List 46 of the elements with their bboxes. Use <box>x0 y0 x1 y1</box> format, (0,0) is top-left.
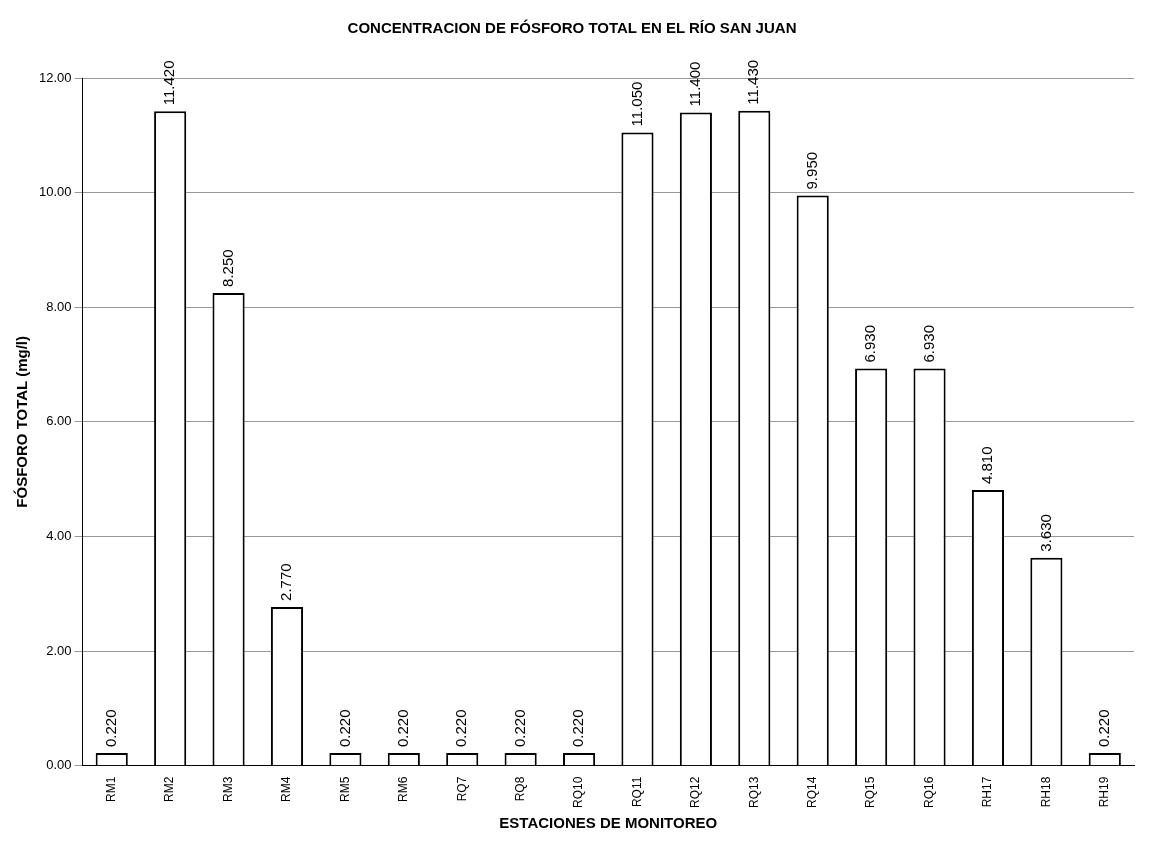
x-tick-label: RQ14 <box>805 776 820 809</box>
data-label: 0.220 <box>335 709 353 748</box>
data-label: 8.250 <box>218 249 236 287</box>
x-tick-label: RQ16 <box>921 776 936 809</box>
data-label: 11.430 <box>744 59 762 105</box>
data-label: 11.400 <box>686 61 704 107</box>
chart-title: CONCENTRACION DE FÓSFORO TOTAL EN EL RÍO SAN JUAN <box>347 19 797 37</box>
x-tick-label: RM4 <box>279 776 294 802</box>
x-axis-title: ESTACIONES DE MONITOREO <box>499 814 718 832</box>
y-tick-label: 8.00 <box>46 298 72 314</box>
x-tick-label: RM1 <box>104 776 119 802</box>
data-label: 0.220 <box>569 709 587 748</box>
y-tick-label: 12.00 <box>38 69 72 85</box>
data-label: 0.220 <box>101 709 119 748</box>
x-tick-label: RH17 <box>980 776 995 808</box>
x-tick-label: RQ11 <box>629 776 644 808</box>
data-label: 0.220 <box>510 709 528 748</box>
y-tick-label: 0.00 <box>46 757 72 773</box>
data-label: 4.810 <box>978 446 996 485</box>
x-tick-label: RQ10 <box>571 776 586 809</box>
y-tick-label: 2.00 <box>46 642 72 658</box>
data-label: 6.930 <box>919 324 937 363</box>
x-tick-label: RH18 <box>1038 776 1053 808</box>
y-tick-label: 6.00 <box>46 413 72 429</box>
x-tick-label: RM2 <box>162 776 177 802</box>
x-tick-label: RQ7 <box>454 776 469 802</box>
x-tick-label: RQ15 <box>863 776 878 809</box>
data-label: 3.630 <box>1036 514 1054 552</box>
x-tick-label: RQ8 <box>512 776 527 802</box>
data-label: 11.420 <box>160 60 178 106</box>
data-label: 0.220 <box>1094 709 1112 748</box>
y-axis-title: FÓSFORO TOTAL (mg/l) <box>13 335 31 508</box>
data-label: 6.930 <box>861 324 879 363</box>
x-tick-label: RQ13 <box>746 776 761 809</box>
data-label: 0.220 <box>393 709 411 748</box>
y-tick-label: 10.00 <box>38 184 72 200</box>
data-label: 0.220 <box>452 709 470 748</box>
data-label: 2.770 <box>277 563 295 601</box>
x-tick-label: RH19 <box>1097 776 1112 808</box>
data-label: 9.950 <box>802 151 820 190</box>
x-tick-label: RM5 <box>337 776 352 802</box>
x-tick-label: RQ12 <box>688 776 703 809</box>
data-label: 11.050 <box>627 81 645 127</box>
y-tick-label: 4.00 <box>46 528 72 544</box>
x-tick-label: RM3 <box>220 776 235 802</box>
x-tick-label: RM6 <box>396 776 411 802</box>
